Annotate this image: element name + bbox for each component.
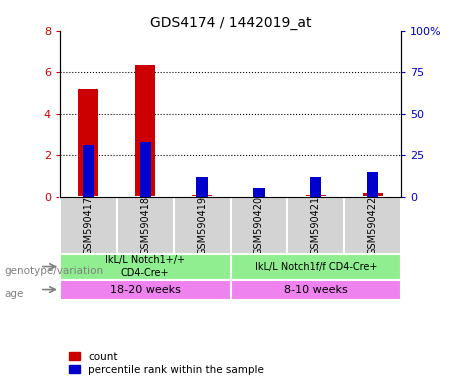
Bar — [140, 142, 151, 197]
Text: GSM590422: GSM590422 — [367, 195, 378, 255]
Bar — [344, 197, 401, 253]
Bar — [174, 197, 230, 253]
Bar — [367, 172, 378, 197]
Bar — [230, 253, 401, 280]
Text: GSM590421: GSM590421 — [311, 195, 321, 255]
Bar — [135, 65, 155, 197]
Legend: count, percentile rank within the sample: count, percentile rank within the sample — [65, 348, 268, 379]
Bar — [253, 188, 265, 197]
Text: GSM590420: GSM590420 — [254, 195, 264, 255]
Bar — [117, 197, 174, 253]
Text: GSM590417: GSM590417 — [83, 195, 94, 255]
Bar — [306, 195, 326, 197]
Text: IkL/L Notch1f/f CD4-Cre+: IkL/L Notch1f/f CD4-Cre+ — [254, 262, 377, 271]
Bar — [196, 177, 208, 197]
Text: GSM590419: GSM590419 — [197, 195, 207, 255]
Bar — [230, 280, 401, 300]
Bar — [230, 197, 287, 253]
Bar — [363, 193, 383, 197]
Bar — [310, 177, 321, 197]
Bar — [78, 89, 98, 197]
Text: genotype/variation: genotype/variation — [5, 266, 104, 276]
Text: 8-10 weeks: 8-10 weeks — [284, 285, 348, 295]
Bar — [60, 197, 117, 253]
Bar — [192, 195, 212, 197]
Bar — [287, 197, 344, 253]
Bar — [249, 195, 269, 197]
Title: GDS4174 / 1442019_at: GDS4174 / 1442019_at — [150, 16, 311, 30]
Text: IkL/L Notch1+/+
CD4-Cre+: IkL/L Notch1+/+ CD4-Cre+ — [105, 255, 185, 278]
Bar — [60, 253, 230, 280]
Bar — [83, 145, 94, 197]
Text: 18-20 weeks: 18-20 weeks — [110, 285, 181, 295]
Bar — [60, 280, 230, 300]
Text: age: age — [5, 289, 24, 299]
Text: GSM590418: GSM590418 — [140, 195, 150, 255]
